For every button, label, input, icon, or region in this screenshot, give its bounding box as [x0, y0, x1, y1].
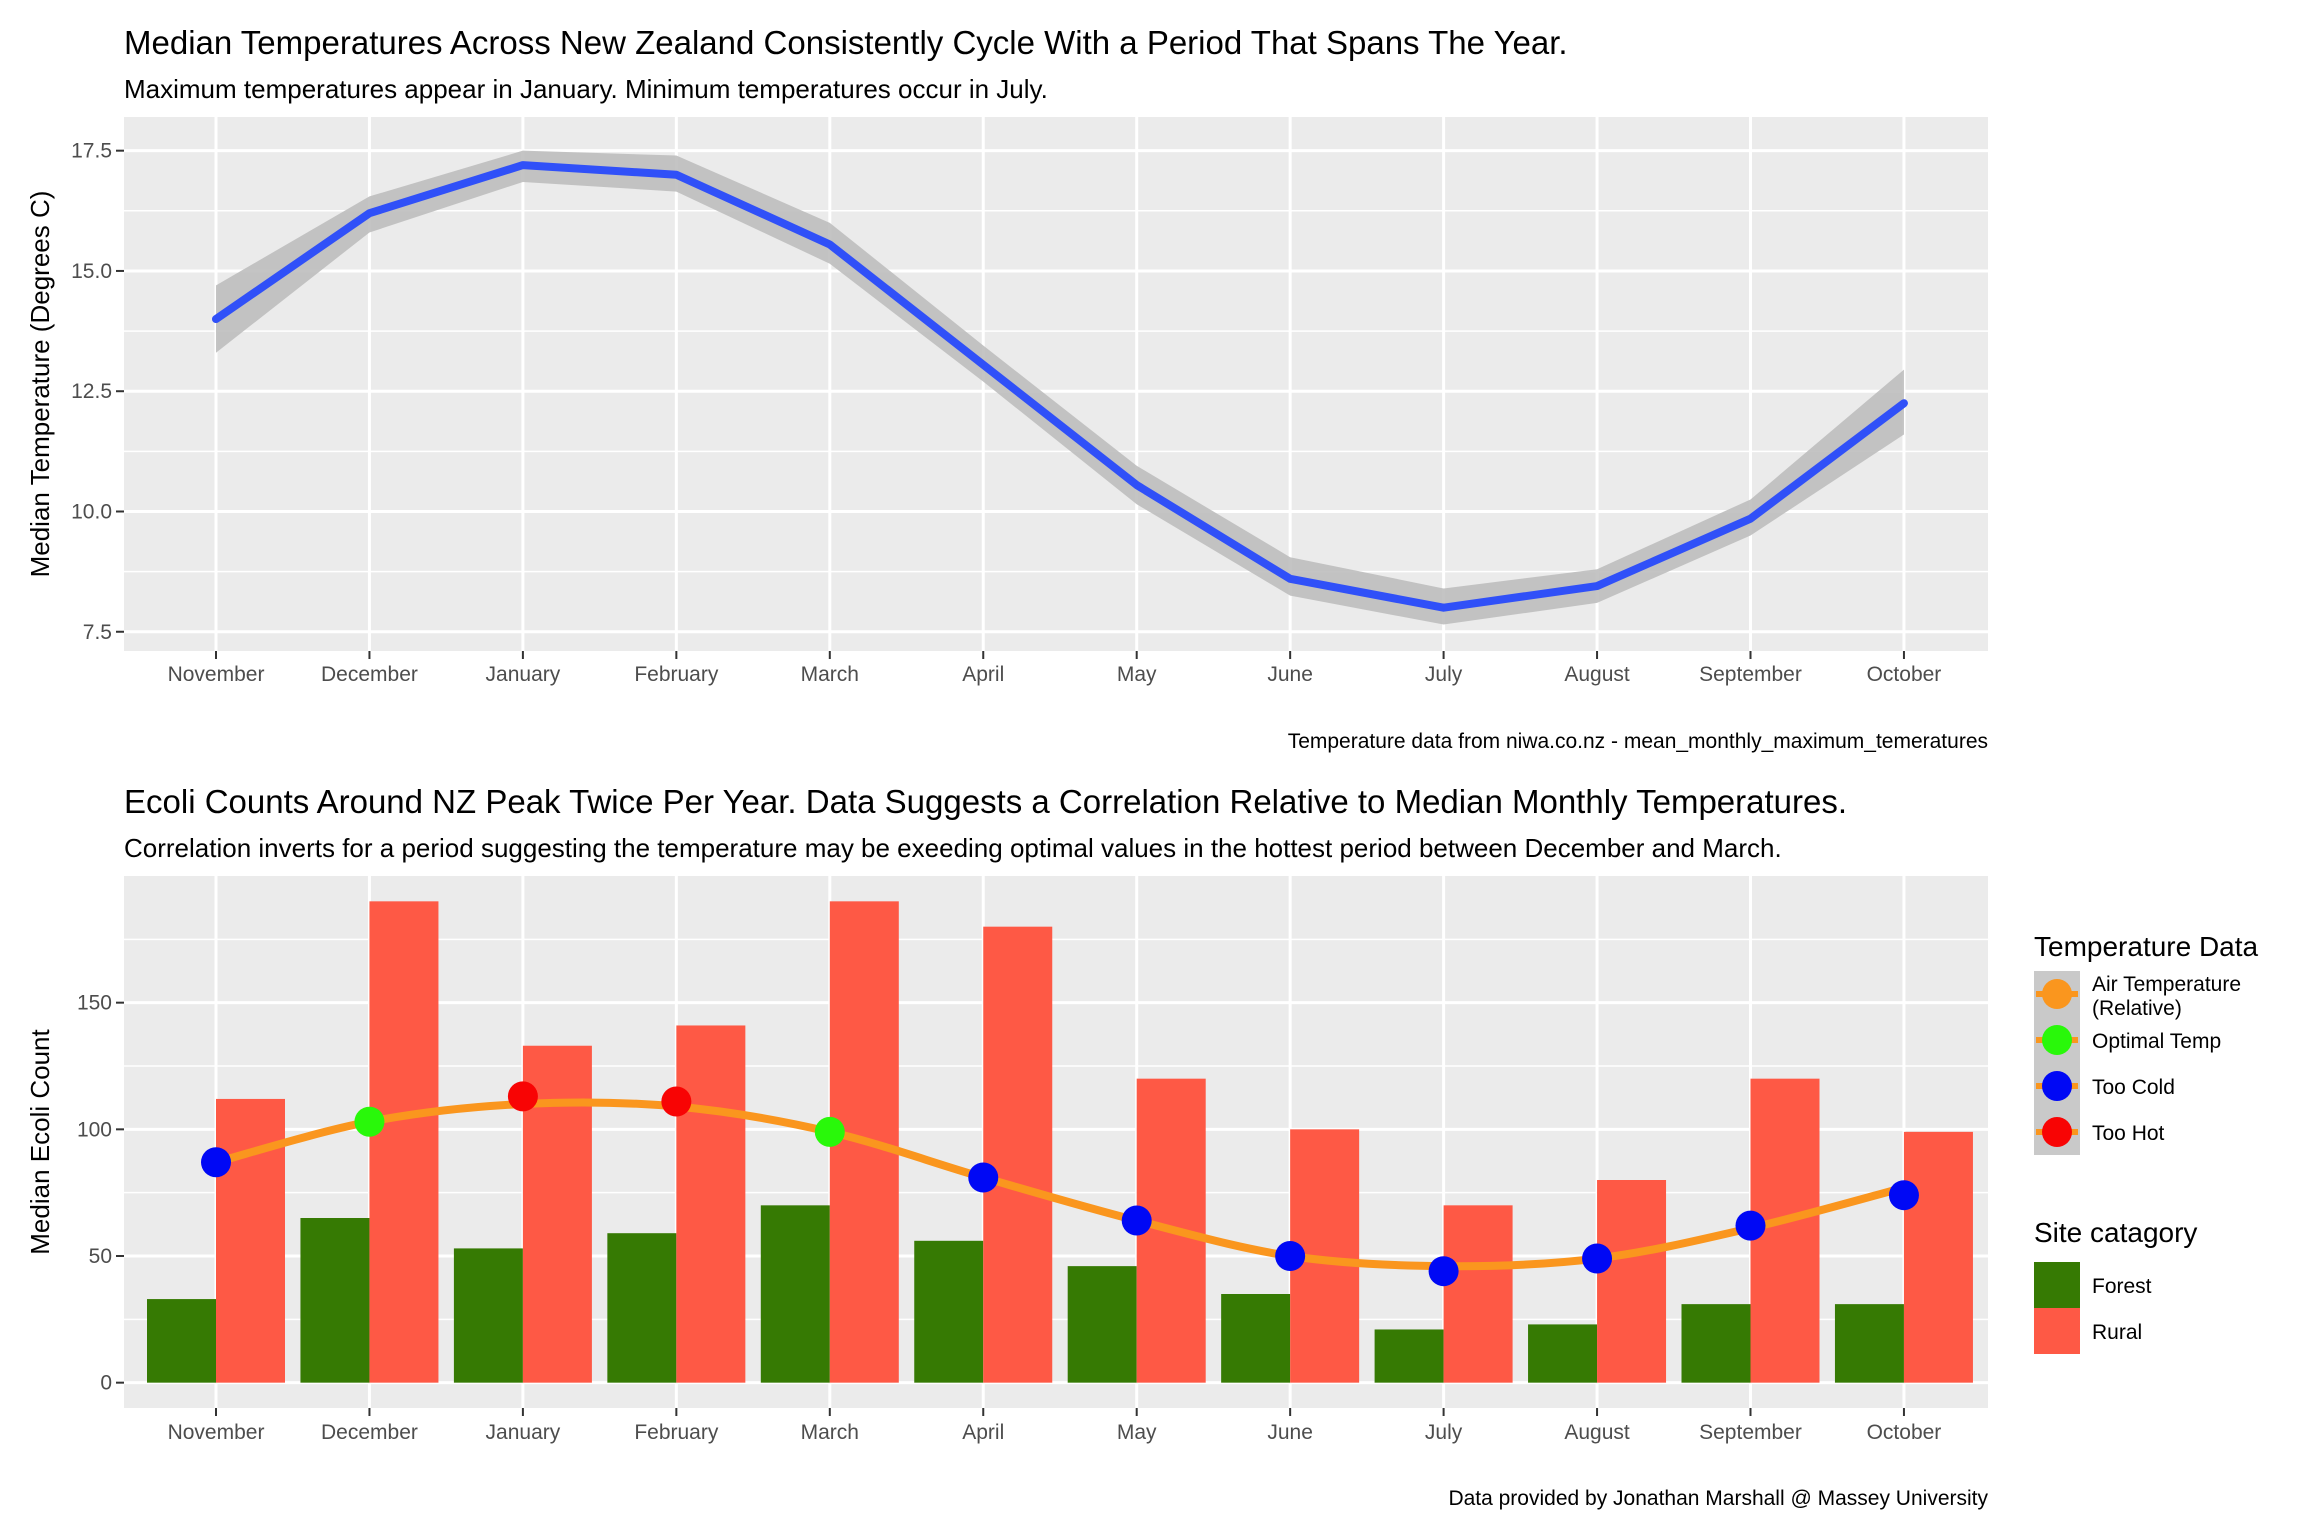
- bar-forest: [1374, 1329, 1444, 1383]
- temperature-point: [1428, 1256, 1459, 1287]
- chart-caption: Temperature data from niwa.co.nz - mean_…: [1288, 730, 1988, 753]
- bar-forest: [300, 1218, 370, 1383]
- temperature-point: [1888, 1180, 1919, 1211]
- legend: Temperature Data Air Temperature (Relativ…: [2034, 931, 2259, 1354]
- y-tick-label: 0: [100, 1372, 112, 1395]
- y-tick-label: 12.5: [71, 380, 112, 403]
- bar-forest: [1221, 1294, 1291, 1383]
- y-axis-title: Median Temperature (Degrees C): [25, 191, 55, 578]
- x-tick-label: October: [1867, 1421, 1942, 1444]
- bar-rural: [983, 926, 1053, 1383]
- legend-label: (Relative): [2092, 997, 2182, 1020]
- legend-title: Temperature Data: [2034, 931, 2259, 962]
- x-tick-label: November: [168, 663, 265, 686]
- y-tick-label: 15.0: [71, 260, 112, 283]
- bar-rural: [1443, 1205, 1513, 1383]
- ecoli-chart: Ecoli Counts Around NZ Peak Twice Per Ye…: [25, 783, 2259, 1510]
- x-tick-label: March: [801, 1421, 859, 1444]
- legend-key: [2034, 1262, 2080, 1308]
- x-tick-label: January: [486, 1421, 561, 1444]
- temperature-point: [1121, 1205, 1152, 1236]
- chart-title: Median Temperatures Across New Zealand C…: [124, 24, 1568, 61]
- x-tick-label: January: [486, 663, 561, 686]
- y-tick-label: 7.5: [83, 621, 112, 644]
- y-tick-label: 150: [77, 992, 112, 1015]
- x-tick-label: October: [1867, 663, 1942, 686]
- bar-rural: [676, 1025, 746, 1383]
- air-temperature-line: [212, 1098, 1908, 1271]
- temperature-point: [968, 1162, 999, 1193]
- bar-rural: [369, 901, 439, 1383]
- temperature-point: [201, 1147, 231, 1178]
- bar-forest: [1528, 1324, 1598, 1383]
- x-tick-label: December: [321, 663, 418, 686]
- legend-label: Too Cold: [2092, 1076, 2175, 1099]
- bar-forest: [1067, 1266, 1137, 1383]
- x-tick-label: April: [962, 663, 1004, 686]
- temperature-chart: Median Temperatures Across New Zealand C…: [25, 24, 1988, 753]
- bar-forest: [607, 1233, 677, 1383]
- temperature-point: [1735, 1210, 1766, 1241]
- y-tick-label: 100: [77, 1118, 112, 1141]
- x-tick-label: February: [634, 663, 719, 686]
- x-tick-label: September: [1699, 663, 1802, 686]
- x-tick-label: April: [962, 1421, 1004, 1444]
- y-tick-label: 10.0: [71, 500, 112, 523]
- legend-key-point: [2042, 979, 2072, 1009]
- x-tick-label: May: [1117, 1421, 1157, 1444]
- legend-title: Site catagory: [2034, 1217, 2197, 1248]
- x-tick-label: September: [1699, 1421, 1802, 1444]
- x-tick-label: May: [1117, 663, 1157, 686]
- x-tick-label: November: [168, 1421, 265, 1444]
- legend-key-point: [2042, 1025, 2072, 1055]
- legend-label: Optimal Temp: [2092, 1030, 2221, 1053]
- temperature-point: [507, 1081, 538, 1112]
- x-tick-label: June: [1267, 1421, 1313, 1444]
- legend-label: Too Hot: [2092, 1122, 2165, 1145]
- legend-key-point: [2042, 1071, 2072, 1101]
- x-tick-label: August: [1564, 663, 1630, 686]
- temperature-point: [814, 1116, 845, 1147]
- bar-forest: [914, 1240, 984, 1383]
- x-tick-label: December: [321, 1421, 418, 1444]
- legend-label: Air Temperature: [2092, 973, 2241, 996]
- bar-rural: [1597, 1180, 1667, 1383]
- bar-forest: [760, 1205, 830, 1383]
- chart-title: Ecoli Counts Around NZ Peak Twice Per Ye…: [124, 783, 1847, 820]
- legend-key-point: [2042, 1117, 2072, 1147]
- confidence-band: [216, 150, 1904, 625]
- temperature-point: [1582, 1243, 1613, 1274]
- legend-label: Forest: [2092, 1275, 2152, 1298]
- chart-subtitle: Correlation inverts for a period suggest…: [124, 833, 1782, 863]
- x-tick-label: July: [1425, 1421, 1463, 1444]
- x-tick-label: July: [1425, 663, 1463, 686]
- bar-rural: [1903, 1131, 1973, 1383]
- y-tick-label: 17.5: [71, 140, 112, 163]
- temperature-line: [212, 161, 1908, 612]
- y-tick-label: 50: [89, 1245, 112, 1268]
- bar-forest: [453, 1248, 523, 1383]
- legend-key: [2034, 1308, 2080, 1354]
- bar-forest: [147, 1299, 216, 1383]
- x-tick-label: June: [1267, 663, 1313, 686]
- chart-caption: Data provided by Jonathan Marshall @ Mas…: [1448, 1487, 1988, 1510]
- x-tick-label: March: [801, 663, 859, 686]
- temperature-point: [1275, 1241, 1306, 1271]
- y-axis-title: Median Ecoli Count: [25, 1029, 55, 1255]
- x-tick-label: February: [634, 1421, 719, 1444]
- x-tick-label: August: [1564, 1421, 1630, 1444]
- bar-forest: [1681, 1304, 1751, 1383]
- chart-subtitle: Maximum temperatures appear in January. …: [124, 74, 1048, 104]
- temperature-point: [354, 1106, 385, 1137]
- bar-forest: [1834, 1304, 1904, 1383]
- temperature-point: [661, 1086, 692, 1117]
- legend-label: Rural: [2092, 1321, 2142, 1344]
